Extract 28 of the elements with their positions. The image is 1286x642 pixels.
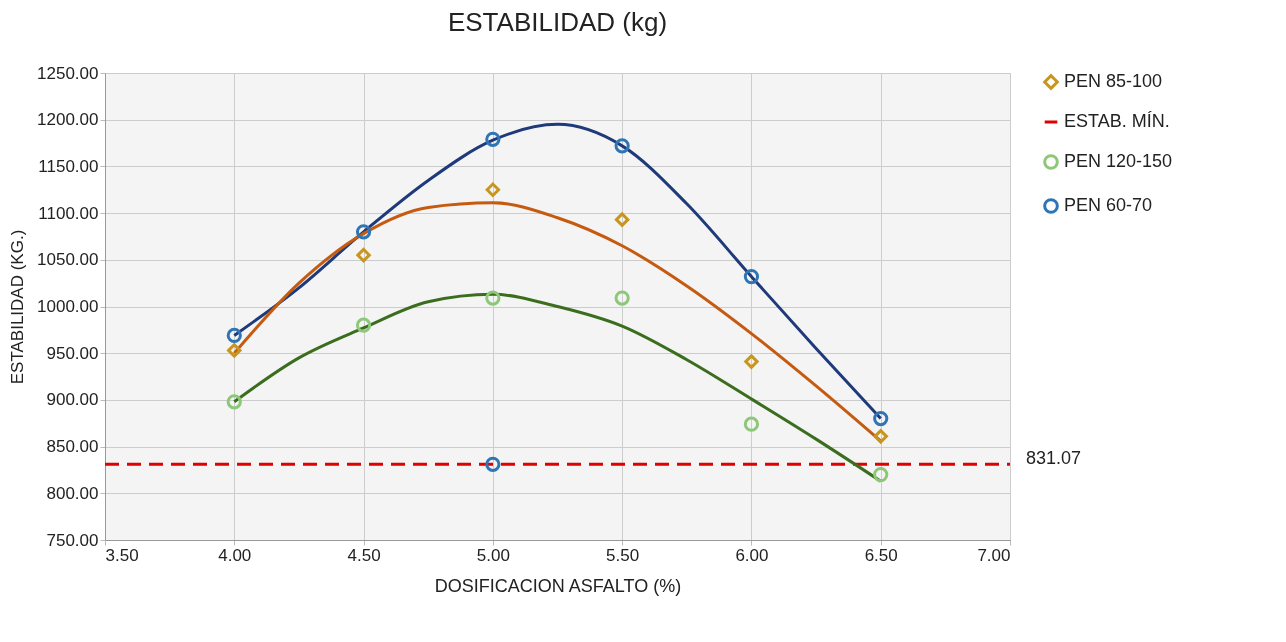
line-series (232, 122, 883, 421)
x-tick-label: 3.50 (105, 545, 139, 565)
legend-label: PEN 85-100 (1064, 71, 1163, 91)
annotation: 831.07 (1026, 448, 1082, 469)
legend-label: PEN 60-70 (1064, 195, 1153, 215)
y-tick-label: 1150.00 (38, 156, 99, 176)
y-tick-label: 750.00 (46, 530, 99, 550)
x-tick-label: 5.00 (476, 545, 510, 565)
y-tick-label: 850.00 (46, 437, 99, 457)
y-tick-label: 800.00 (46, 483, 99, 503)
y-tick-label: 950.00 (46, 343, 99, 363)
chart-title: ESTABILIDAD (kg) (447, 7, 668, 37)
y-tick-label: 1250.00 (37, 63, 99, 83)
x-tick-label: 4.00 (218, 545, 252, 565)
x-tick-label: 5.50 (606, 545, 640, 565)
y-tick-label: 1100.00 (38, 203, 99, 223)
legend-label: ESTAB. MÍN. (1064, 111, 1170, 131)
x-tick-label: 7.00 (977, 545, 1011, 565)
x-tick-label: 6.50 (864, 545, 898, 565)
y-axis-title: ESTABILIDAD (KG.) (8, 229, 28, 385)
x-tick-label: 4.50 (347, 545, 381, 565)
y-tick-label: 900.00 (46, 390, 99, 410)
y-tick-label: 1000.00 (37, 297, 99, 316)
legend-label: PEN 120-150 (1064, 151, 1173, 171)
y-tick-label: 1050.00 (37, 250, 99, 270)
x-tick-label: 6.00 (735, 545, 769, 565)
y-tick-label: 1200.00 (37, 110, 99, 130)
x-axis-title: DOSIFICACION ASFALTO (%) (434, 575, 682, 596)
